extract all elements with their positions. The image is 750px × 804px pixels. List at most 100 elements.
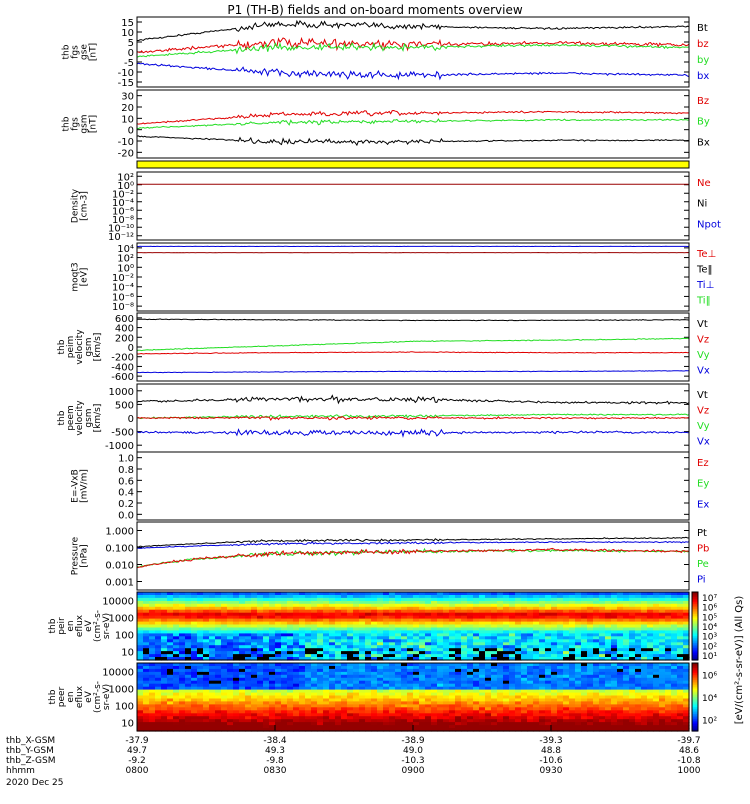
ytick-label: 0	[128, 414, 134, 425]
xaxis-value: 49.3	[265, 746, 285, 756]
ytick-label: -20	[118, 148, 134, 159]
ylabel-line: [mV/m]	[80, 469, 90, 503]
legend-Pt: Pt	[697, 528, 707, 539]
legend-Te⊥: Te⊥	[696, 249, 716, 260]
panel-frame	[137, 172, 689, 240]
series-Vt	[137, 319, 689, 321]
legend-Ti⊥: Ti⊥	[696, 280, 714, 291]
ytick-label: -15	[118, 78, 134, 89]
ytick-label: 1000	[109, 614, 134, 625]
ytick-label: 100	[115, 702, 134, 713]
ylabel-line: [cm-3]	[80, 191, 90, 221]
legend-Pi: Pi	[697, 575, 706, 586]
legend-Bz: Bz	[697, 96, 709, 107]
legend-Vz: Vz	[697, 406, 709, 417]
colorbar-tick: 10⁵	[702, 613, 717, 623]
xaxis-value: -10.8	[677, 756, 701, 766]
xaxis-value: 49.7	[127, 746, 147, 756]
colorbar-tick: 10⁶	[702, 671, 717, 681]
legend-By: By	[697, 117, 710, 128]
xaxis-value: -39.7	[677, 736, 700, 746]
ytick-label: -600	[111, 372, 134, 383]
legend-Pe: Pe	[697, 559, 709, 570]
panel-density: 10²10⁰10⁻²10⁻⁴10⁻⁶10⁻⁸10⁻¹⁰10⁻¹²Density[…	[71, 172, 721, 243]
ytick-label: 0.100	[105, 544, 134, 555]
legend-bz: bz	[697, 39, 709, 50]
ylabel-line: sr-eV)	[102, 613, 112, 639]
legend-Te‖: Te‖	[696, 265, 713, 276]
ytick-label: 10	[121, 719, 134, 730]
ytick-label: 0.8	[118, 465, 134, 476]
legend-Vz: Vz	[697, 335, 709, 346]
series-bx	[137, 63, 689, 79]
legend-Vt: Vt	[697, 390, 708, 401]
series-Bz	[137, 111, 689, 125]
colorbar-tick: 10²	[702, 642, 717, 652]
legend-Vx: Vx	[697, 366, 710, 377]
ytick-label: 30	[121, 92, 134, 103]
legend-Pb: Pb	[697, 544, 709, 555]
ytick-label: 1000	[109, 685, 134, 696]
series-Vt	[137, 396, 689, 405]
xaxis-value: 48.8	[541, 746, 561, 756]
series-Vx	[137, 371, 689, 373]
series-by	[137, 43, 689, 57]
ytick-label: -500	[111, 428, 134, 439]
ylabel-line: sr-eV)	[102, 684, 112, 710]
ylabel-line: [nT]	[89, 43, 99, 61]
xaxis-value: -38.4	[263, 736, 287, 746]
xaxis-value: -10.3	[401, 756, 424, 766]
series-By	[137, 119, 689, 129]
ytick-label: 500	[115, 400, 134, 411]
series-Bt	[137, 21, 689, 41]
ytick-label: 1000	[109, 387, 134, 398]
xaxis-value: -38.9	[401, 736, 425, 746]
legend-Vy: Vy	[697, 350, 710, 361]
xaxis-value: 0830	[264, 766, 287, 776]
ytick-label: 0.6	[118, 476, 134, 487]
ytick-label: 0	[128, 126, 134, 137]
legend-Ey: Ey	[697, 479, 709, 490]
legend-Ne: Ne	[697, 178, 711, 189]
colorbar-title: [eV/(cm²-s-sr-eV)] (All Qs)	[734, 596, 745, 725]
xaxis-value: 0930	[540, 766, 563, 776]
ytick-label: 100	[115, 631, 134, 642]
ytick-label: 0.4	[118, 488, 134, 499]
series-Vx	[137, 430, 689, 437]
ylabel-line: [nPa]	[80, 544, 90, 567]
ylabel-line: [nT]	[89, 115, 99, 133]
ytick-label: 20	[121, 103, 134, 114]
ytick-label: 0.010	[105, 561, 134, 572]
legend-Bt: Bt	[697, 23, 708, 34]
colorbar-tick: 10⁷	[702, 594, 717, 604]
legend-bx: bx	[697, 71, 709, 82]
colorbar-tick: 10²	[702, 717, 717, 727]
ytick-label: 0.001	[105, 578, 134, 589]
ylabel-line: [eV]	[80, 268, 90, 287]
ytick-label: 10	[121, 648, 134, 659]
legend-Vy: Vy	[697, 421, 710, 432]
legend-Vt: Vt	[697, 319, 708, 330]
colorbar-tick: 10⁶	[702, 604, 717, 614]
xaxis-row-label: thb_Y-GSM	[6, 746, 54, 756]
panel-frame	[137, 452, 689, 520]
spectrogram-peer	[137, 663, 690, 732]
ytick-label: 1.000	[105, 527, 134, 538]
ytick-label: 10000	[102, 668, 134, 679]
series-Bx	[137, 136, 689, 145]
panel-pressure: 1.0000.1000.0100.001Pressure[nPa]PtPbPeP…	[71, 527, 710, 589]
legend-Ex: Ex	[697, 499, 709, 510]
series-Vz	[137, 352, 689, 354]
xaxis-row-label: thb_Z-GSM	[6, 756, 55, 766]
xaxis-value: 0800	[126, 766, 149, 776]
ytick-label: 10⁻¹²	[108, 232, 134, 243]
legend-Ti‖: Ti‖	[696, 296, 711, 307]
xaxis-value: -10.6	[539, 756, 563, 766]
xaxis-value: -39.3	[539, 736, 562, 746]
xaxis-row-label: hhmm	[6, 766, 35, 776]
